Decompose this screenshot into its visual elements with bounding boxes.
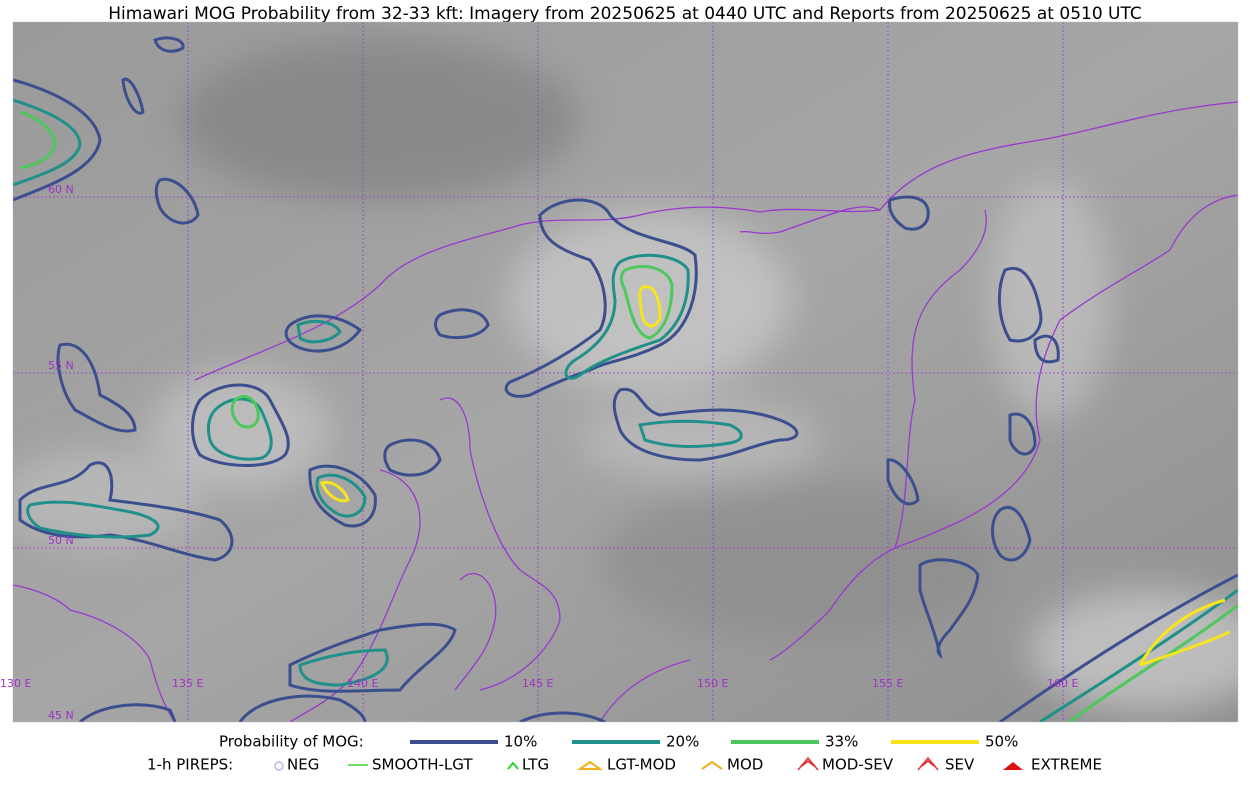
map-frame xyxy=(12,21,1239,723)
lat-label: 50 N xyxy=(48,534,74,547)
pirep-label: SEV xyxy=(945,756,975,774)
graticule xyxy=(13,22,1238,722)
mog-contours xyxy=(13,36,1238,722)
pirep-label: MOD-SEV xyxy=(822,756,894,774)
pirep-label: MOD xyxy=(727,756,763,774)
lon-label: 135 E xyxy=(172,677,203,690)
pirep-title: 1-h PIREPS: xyxy=(147,756,233,774)
coastlines xyxy=(13,101,1238,722)
legend-label: 50% xyxy=(985,733,1018,751)
lat-label: 55 N xyxy=(48,359,74,372)
pirep-label: LTG xyxy=(522,756,549,774)
legend: Probability of MOG: 1-h PIREPS: 10% 20% 33… xyxy=(147,733,1102,774)
pirep-label: EXTREME xyxy=(1031,756,1102,774)
lon-label: 130 E xyxy=(0,677,31,690)
lon-label: 155 E xyxy=(872,677,903,690)
cloud-texture xyxy=(13,40,1238,710)
pirep-icons xyxy=(274,756,1023,771)
pirep-label: NEG xyxy=(287,756,319,774)
legend-label: 33% xyxy=(825,733,858,751)
lon-label: 150 E xyxy=(697,677,728,690)
pirep-label: SMOOTH-LGT xyxy=(372,756,473,774)
lat-label: 60 N xyxy=(48,183,74,196)
legend-title: Probability of MOG: xyxy=(219,733,364,751)
lon-label: 145 E xyxy=(522,677,553,690)
legend-label: 20% xyxy=(666,733,699,751)
lat-label: 45 N xyxy=(48,709,74,722)
lon-label: 160 E xyxy=(1047,677,1078,690)
title: Himawari MOG Probability from 32-33 kft:… xyxy=(108,4,1142,24)
lon-label: 140 E xyxy=(347,677,378,690)
map xyxy=(13,22,1238,722)
legend-label: 10% xyxy=(504,733,537,751)
pirep-label: LGT-MOD xyxy=(607,756,676,774)
